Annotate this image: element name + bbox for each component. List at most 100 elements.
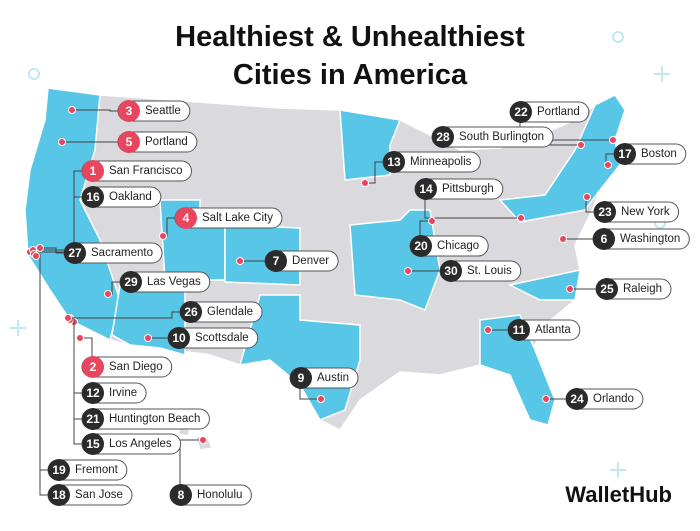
rank-badge (290, 367, 312, 389)
city-name: Irvine (109, 387, 137, 399)
rank-badge (82, 160, 104, 182)
city-dot (428, 217, 436, 225)
rank-number: 10 (172, 331, 186, 345)
rank-badge (596, 278, 618, 300)
brand-logo: WalletHub (565, 482, 672, 507)
city-dot (144, 334, 152, 342)
rank-badge (593, 228, 615, 250)
rank-number: 6 (601, 232, 608, 246)
rank-number: 28 (436, 130, 450, 144)
city-label: 28 South Burlington (431, 126, 554, 148)
city-label: 11 Atlanta (507, 319, 581, 341)
city-name: Denver (292, 255, 329, 267)
city-dot (404, 267, 412, 275)
city-name: Atlanta (535, 324, 571, 336)
rank-badge (180, 301, 202, 323)
rank-badge (82, 433, 104, 455)
title: Healthiest & Unhealthiest (175, 21, 525, 53)
rank-number: 4 (183, 211, 190, 225)
city-name: Scottsdale (195, 332, 249, 344)
city-label: 13 Minneapolis (382, 151, 481, 173)
city-name: Austin (317, 372, 349, 384)
city-name: Los Angeles (109, 438, 172, 450)
city-label: 19 Fremont (47, 459, 128, 481)
city-dot (76, 334, 84, 342)
rank-badge (118, 100, 140, 122)
rank-badge (170, 484, 192, 506)
rank-badge (265, 250, 287, 272)
rank-number: 25 (600, 282, 614, 296)
city-dot (58, 138, 66, 146)
city-label: 4 Salt Lake City (174, 207, 283, 229)
map-region (238, 294, 361, 421)
city-label: 17 Boston (613, 143, 687, 165)
rank-number: 8 (178, 488, 185, 502)
city-label: 14 Pittsburgh (414, 178, 504, 200)
city-dot (317, 395, 325, 403)
city-name: Washington (620, 233, 680, 245)
city-name: Portland (145, 136, 188, 148)
city-label: 26 Glendale (179, 301, 263, 323)
city-label: 12 Irvine (81, 382, 147, 404)
leader-line (72, 109, 118, 112)
city-name: Las Vegas (147, 276, 201, 288)
city-name: Minneapolis (410, 156, 472, 168)
rank-number: 26 (184, 305, 198, 319)
city-label: 20 Chicago (409, 235, 489, 257)
rank-badge (508, 319, 530, 341)
city-dot (484, 326, 492, 334)
city-name: San Diego (109, 361, 163, 373)
city-dot (68, 106, 76, 114)
rank-number: 9 (298, 371, 305, 385)
rank-number: 17 (618, 147, 632, 161)
rank-badge (48, 459, 70, 481)
rank-number: 15 (86, 437, 100, 451)
city-dot (609, 136, 617, 144)
rank-badge (118, 131, 140, 153)
city-name: Oakland (109, 191, 152, 203)
leader-line (33, 196, 82, 251)
rank-badge (175, 207, 197, 229)
city-name: South Burlington (459, 131, 544, 143)
city-dot (199, 436, 207, 444)
rank-number: 16 (86, 190, 100, 204)
city-name: Pittsburgh (442, 183, 494, 195)
rank-badge (383, 151, 405, 173)
city-label: 1 San Francisco (81, 160, 193, 182)
city-dot (361, 179, 369, 187)
city-name: Portland (537, 106, 580, 118)
city-label: 30 St. Louis (439, 260, 522, 282)
rank-badge (410, 235, 432, 257)
rank-number: 3 (126, 104, 133, 118)
rank-badge (82, 408, 104, 430)
city-label: 21 Huntington Beach (81, 408, 210, 430)
city-name: San Francisco (109, 165, 183, 177)
city-dot (566, 285, 574, 293)
city-name: Honolulu (197, 489, 242, 501)
rank-number: 13 (387, 155, 401, 169)
city-dot (517, 214, 525, 222)
rank-badge (82, 186, 104, 208)
city-name: Glendale (207, 306, 253, 318)
city-dot (104, 290, 112, 298)
city-dot (542, 395, 550, 403)
leader-line (40, 247, 64, 254)
rank-number: 12 (86, 386, 100, 400)
city-name: San Jose (75, 489, 123, 501)
rank-badge (594, 201, 616, 223)
rank-number: 5 (126, 135, 133, 149)
rank-badge (64, 242, 86, 264)
rank-badge (614, 143, 636, 165)
city-dot (159, 232, 167, 240)
city-label: 2 San Diego (81, 356, 173, 378)
rank-badge (432, 126, 454, 148)
map-region (24, 87, 121, 342)
rank-number: 23 (598, 205, 612, 219)
city-label: 9 Austin (289, 367, 359, 389)
city-label: 3 Seattle (117, 100, 191, 122)
map-region (507, 269, 581, 301)
city-label: 16 Oakland (81, 186, 162, 208)
rank-badge (415, 178, 437, 200)
city-dot (32, 252, 40, 260)
